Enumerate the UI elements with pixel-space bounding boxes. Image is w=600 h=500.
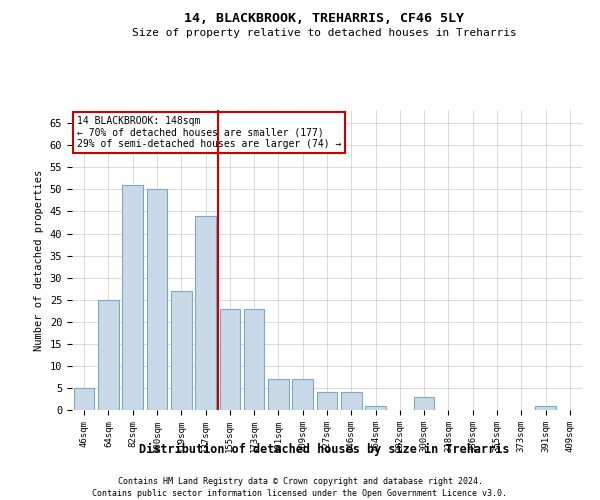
Text: 14, BLACKBROOK, TREHARRIS, CF46 5LY: 14, BLACKBROOK, TREHARRIS, CF46 5LY — [184, 12, 464, 26]
Bar — [220, 308, 240, 410]
Text: Contains HM Land Registry data © Crown copyright and database right 2024.: Contains HM Land Registry data © Crown c… — [118, 478, 482, 486]
Bar — [535, 406, 556, 410]
Text: Distribution of detached houses by size in Treharris: Distribution of detached houses by size … — [139, 442, 509, 456]
Bar — [365, 406, 386, 410]
Bar — [146, 190, 167, 410]
Bar — [171, 291, 191, 410]
Bar — [341, 392, 362, 410]
Bar — [195, 216, 216, 410]
Text: Size of property relative to detached houses in Treharris: Size of property relative to detached ho… — [131, 28, 517, 38]
Text: 14 BLACKBROOK: 148sqm
← 70% of detached houses are smaller (177)
29% of semi-det: 14 BLACKBROOK: 148sqm ← 70% of detached … — [77, 116, 341, 149]
Bar — [98, 300, 119, 410]
Text: Contains public sector information licensed under the Open Government Licence v3: Contains public sector information licen… — [92, 489, 508, 498]
Bar — [122, 185, 143, 410]
Bar — [244, 308, 265, 410]
Bar — [414, 397, 434, 410]
Bar — [292, 379, 313, 410]
Y-axis label: Number of detached properties: Number of detached properties — [34, 170, 44, 350]
Bar — [317, 392, 337, 410]
Bar — [268, 379, 289, 410]
Bar — [74, 388, 94, 410]
